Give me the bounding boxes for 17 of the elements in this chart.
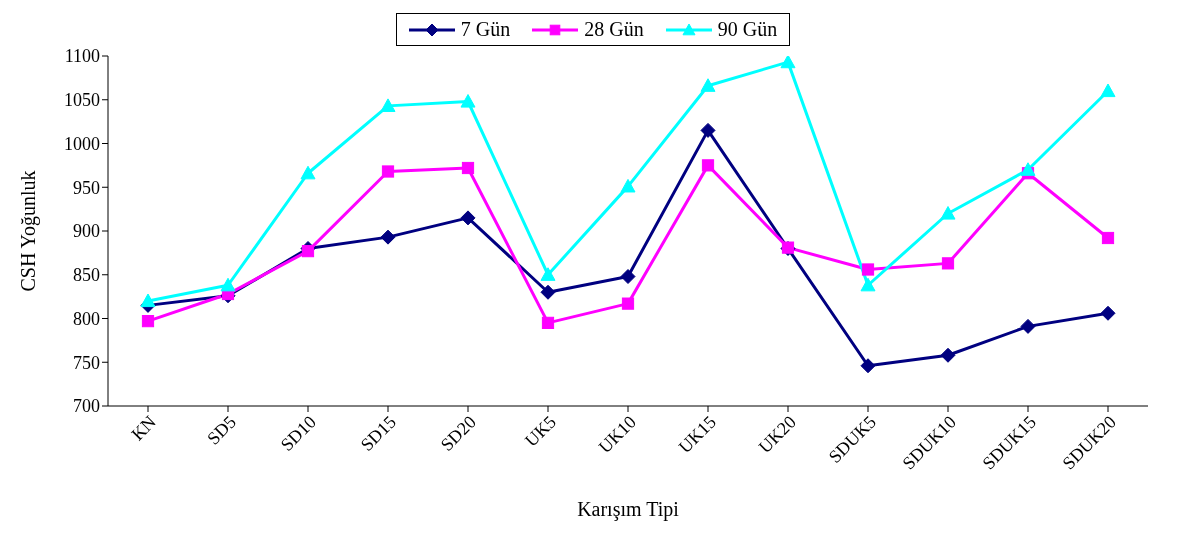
y-tick-label: 750 <box>73 352 100 373</box>
legend-label: 90 Gün <box>717 18 778 41</box>
y-tick-label: 1000 <box>64 133 100 154</box>
y-tick-label: 700 <box>73 396 100 417</box>
x-tick-label: SD5 <box>203 411 240 449</box>
legend-label: 28 Gün <box>584 18 644 41</box>
y-tick-label: 850 <box>73 265 100 286</box>
y-tick-label: 800 <box>73 308 100 329</box>
legend-label: 7 Gün <box>460 18 511 41</box>
x-tick-label: UK5 <box>520 411 560 451</box>
y-tick-label: 950 <box>73 177 100 198</box>
y-tick-label: 1100 <box>64 46 100 67</box>
x-axis-title: Karışım Tipi <box>577 498 680 521</box>
y-tick-label: 1050 <box>64 90 100 111</box>
y-axis-title: CSH Yoğunluk <box>17 170 41 292</box>
x-tick-label: KN <box>127 411 160 445</box>
y-tick-label: 900 <box>73 221 100 242</box>
